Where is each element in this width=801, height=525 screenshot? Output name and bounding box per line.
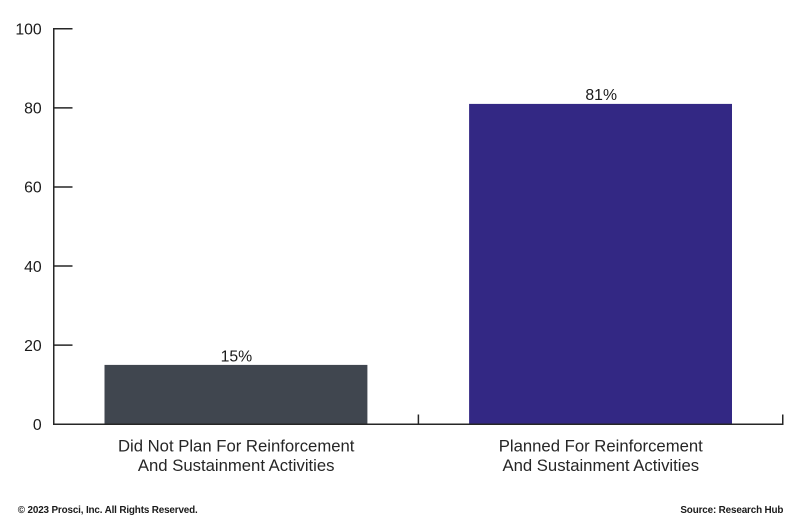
svg-text:15%: 15% <box>221 348 253 365</box>
svg-text:80: 80 <box>24 101 42 118</box>
svg-text:© 2023 Prosci, Inc. All Rights: © 2023 Prosci, Inc. All Rights Reserved. <box>18 505 198 516</box>
svg-text:20: 20 <box>24 338 42 355</box>
svg-text:And Sustainment Activities: And Sustainment Activities <box>138 456 335 475</box>
svg-text:Did Not Plan For Reinforcement: Did Not Plan For Reinforcement <box>118 437 355 456</box>
svg-text:And Sustainment Activities: And Sustainment Activities <box>502 456 699 475</box>
svg-text:40: 40 <box>24 259 42 276</box>
svg-text:0: 0 <box>33 417 42 434</box>
svg-text:100: 100 <box>15 22 42 39</box>
svg-text:Source: Research Hub: Source: Research Hub <box>680 505 783 516</box>
svg-text:81%: 81% <box>585 87 617 104</box>
svg-text:Planned For Reinforcement: Planned For Reinforcement <box>499 437 703 456</box>
svg-text:60: 60 <box>24 180 42 197</box>
